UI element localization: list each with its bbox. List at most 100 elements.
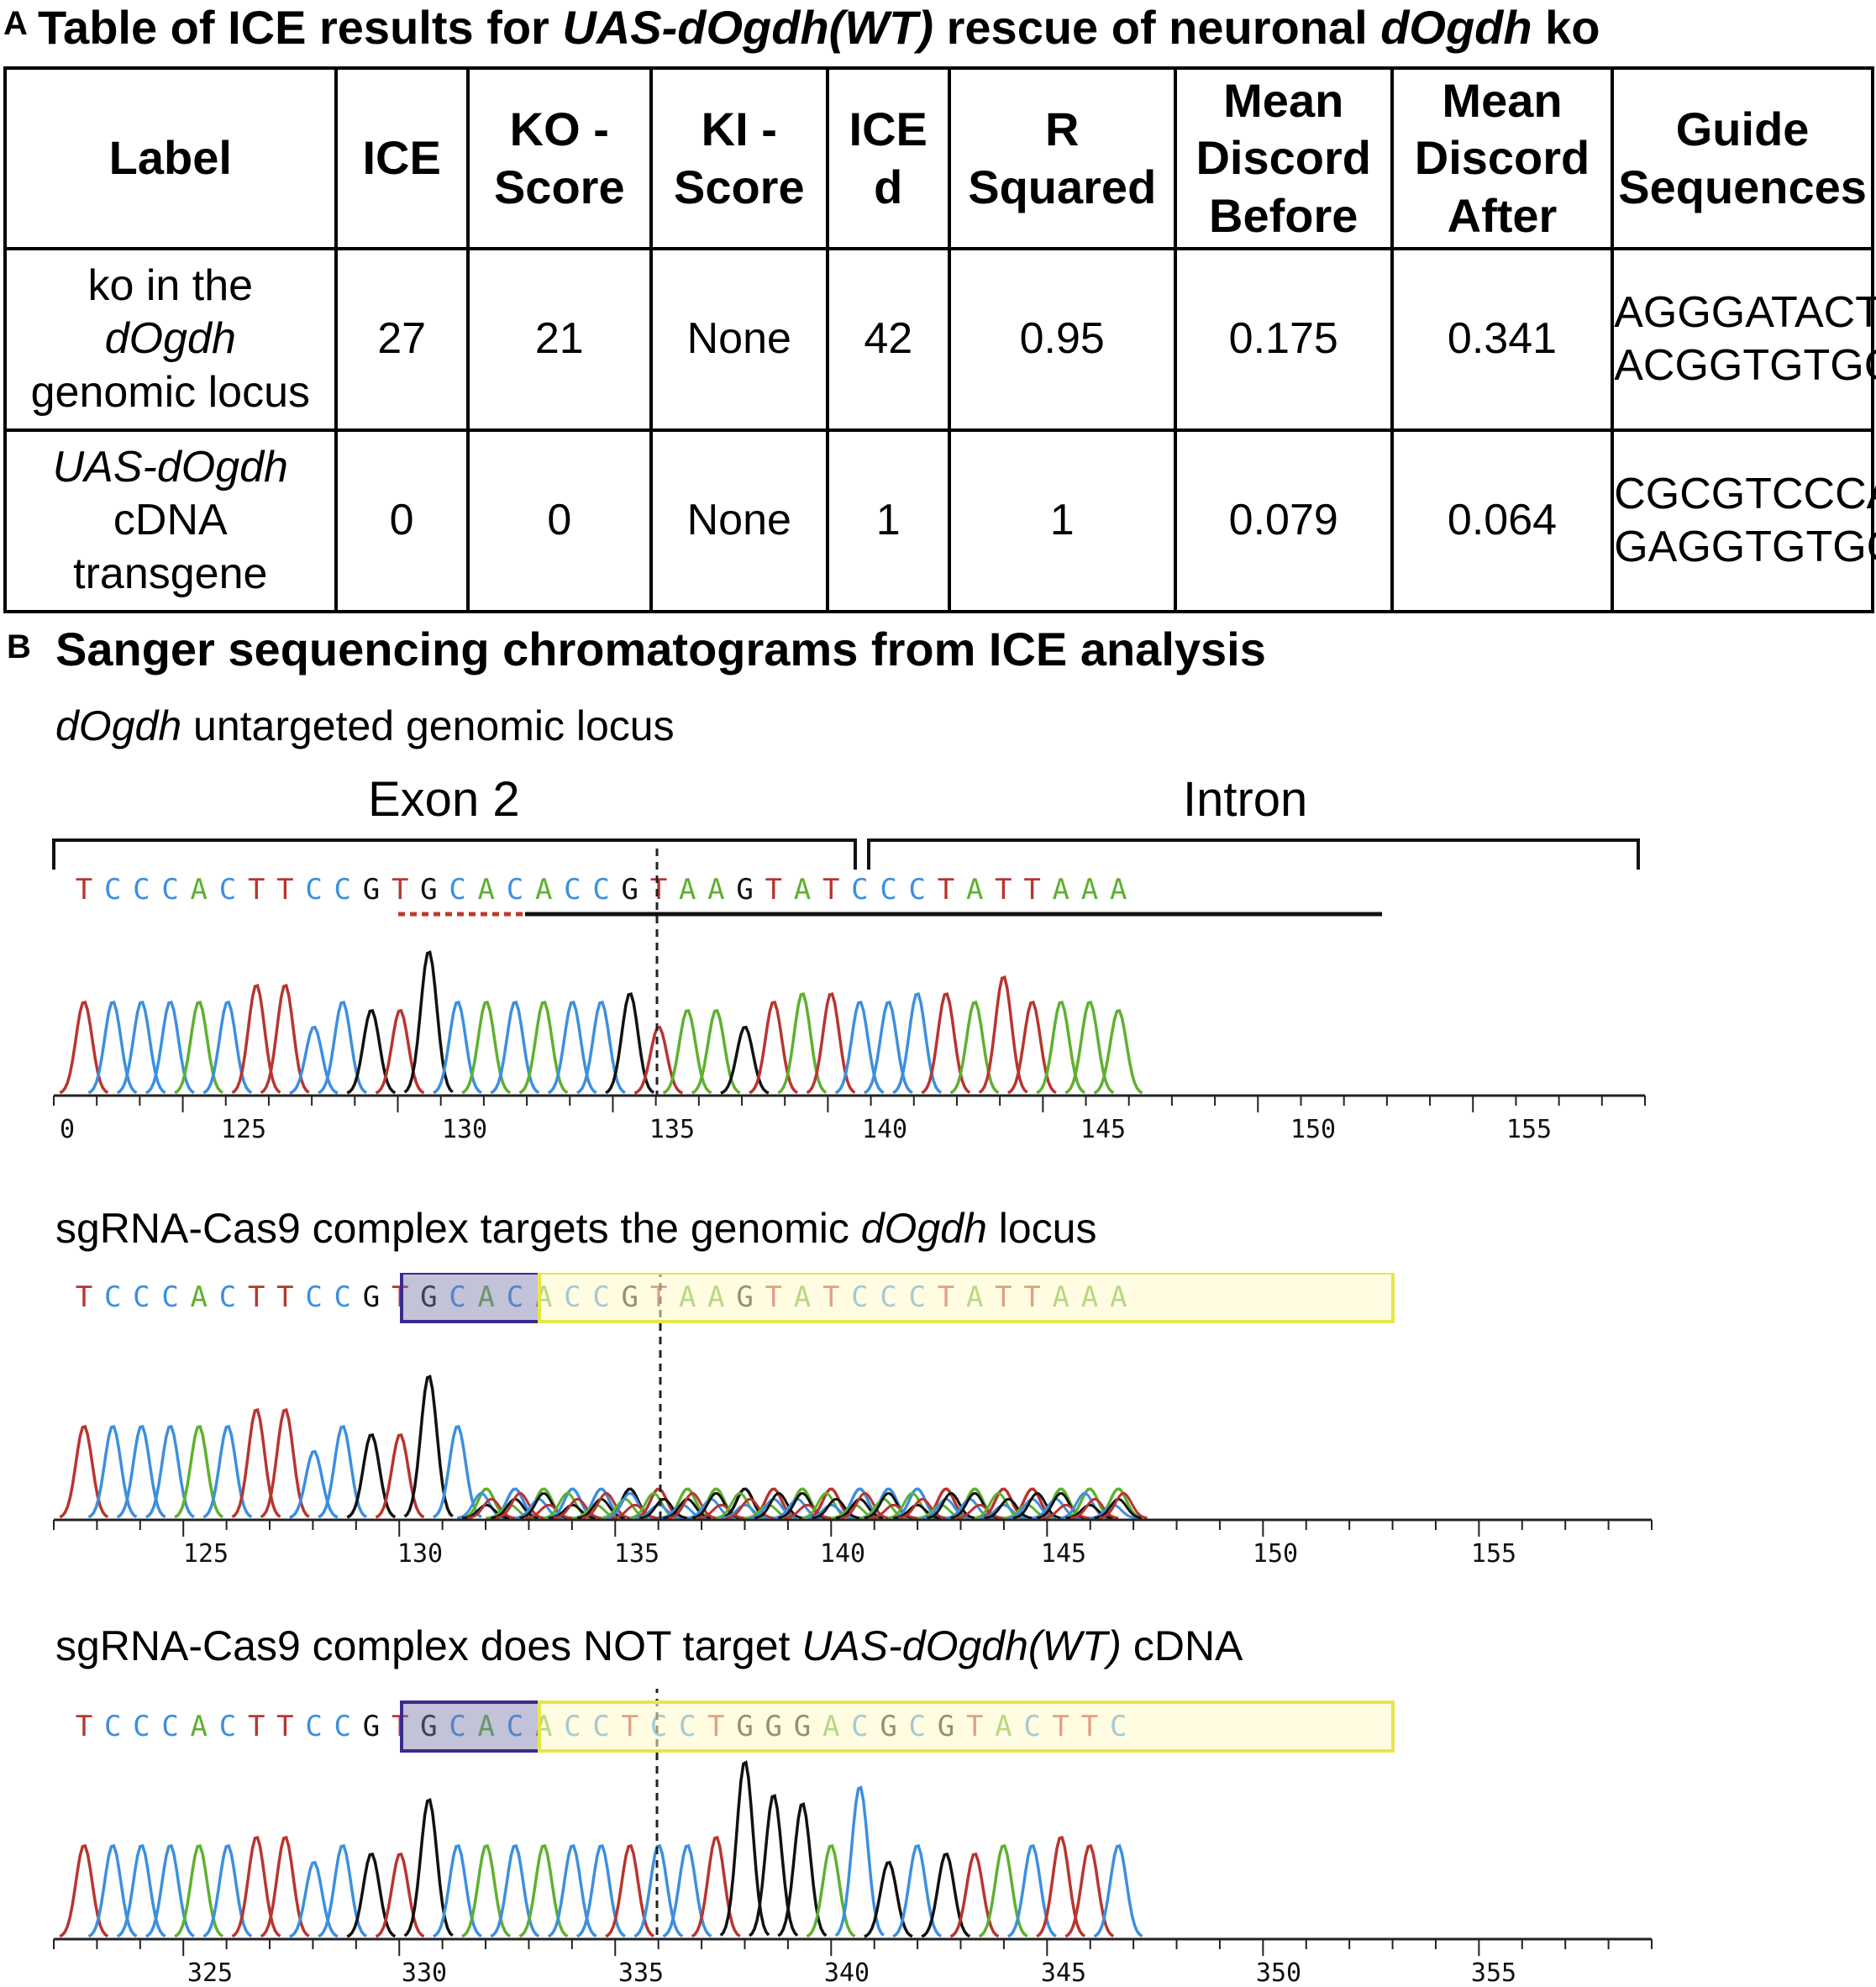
axis-tick-label: 335 xyxy=(618,1958,664,1987)
chromatogram-peak xyxy=(346,1852,397,1938)
base-call-letter: A xyxy=(794,873,811,907)
chromatogram-peak xyxy=(116,1000,166,1095)
region-label-intron: Intron xyxy=(1183,772,1308,827)
cell-guides: CGCGTCCCAGGAGGTGTGCA xyxy=(1611,428,1876,613)
axis-tick-label: 140 xyxy=(862,1115,907,1144)
panel-a-title-part: UAS-dOgdh(WT) xyxy=(562,1,934,54)
chromatogram-peak xyxy=(892,1843,943,1938)
chromatogram-peak xyxy=(375,1852,425,1938)
chromatogram-peak xyxy=(174,1424,224,1519)
panel-a-title-part: dOgdh xyxy=(1380,1,1532,54)
axis-tick-label: 150 xyxy=(1290,1115,1336,1144)
chromatogram-peak xyxy=(633,1843,684,1938)
chromatogram-peak xyxy=(490,1843,540,1938)
chromatogram-caption: sgRNA-Cas9 complex does NOT target UAS-d… xyxy=(55,1622,1243,1669)
chromatogram-peak xyxy=(725,1497,775,1520)
base-call-letter: C xyxy=(161,873,178,907)
chromatogram-peak xyxy=(466,1497,516,1520)
chromatogram-peak xyxy=(783,1503,832,1520)
chromatogram-peak xyxy=(145,1000,195,1095)
chromatogram-peak xyxy=(524,1503,573,1520)
base-call-letter: A xyxy=(707,873,724,907)
chromatogram-peak xyxy=(633,1025,684,1095)
header-ice-d: ICE d xyxy=(825,66,951,250)
chromatogram-peak xyxy=(1064,1000,1115,1095)
header-guide-sequences: Guide Sequences xyxy=(1611,66,1874,250)
chromatogram-peak xyxy=(289,1025,339,1095)
chromatogram-peak xyxy=(346,1008,397,1095)
base-call-letter: A xyxy=(966,873,983,907)
base-call-letter: C xyxy=(507,1710,523,1743)
cell-guides: AGGGATACTTACGGTGTGCA xyxy=(1611,247,1876,432)
chromatogram-peak xyxy=(547,1843,597,1938)
chromatogram-peak xyxy=(1064,1843,1115,1938)
chromatogram-peak xyxy=(87,1000,138,1095)
base-call-letter: T xyxy=(248,1280,265,1314)
chromatogram-caption: dOgdh untargeted genomic locus xyxy=(55,702,675,749)
chromatogram-peak xyxy=(116,1424,166,1519)
chromatogram-peak xyxy=(346,1432,397,1519)
chromatogram-peak xyxy=(59,1000,109,1095)
base-call-letter: G xyxy=(622,873,638,907)
chromatogram-peak xyxy=(145,1424,195,1519)
chromatogram-peak xyxy=(720,1025,770,1095)
base-call-letter: C xyxy=(449,873,465,907)
chromatogram-peak xyxy=(691,1008,741,1095)
axis-tick-label: 140 xyxy=(820,1539,865,1569)
chromatogram-peak xyxy=(202,1843,253,1938)
cell-ko-score: 0 xyxy=(465,428,653,613)
header-r-squared: R Squared xyxy=(947,66,1177,250)
base-call-letter: T xyxy=(938,873,954,907)
table-row: ko in the dOgdh genomic locus 27 21 None 4… xyxy=(3,247,1876,432)
header-label: Label xyxy=(3,66,338,250)
chromatogram-peak xyxy=(174,1000,224,1095)
base-call-letter: C xyxy=(851,873,868,907)
table-header-row: Label ICE KO - Score KI - Score ICE d R Squa… xyxy=(3,66,1874,250)
base-call-letter: C xyxy=(104,873,121,907)
base-call-letter: C xyxy=(133,1710,150,1743)
chromatogram-peak xyxy=(921,1852,971,1938)
chromatogram-peak xyxy=(949,1000,1000,1095)
base-call-letter: C xyxy=(104,1710,121,1743)
panel-b-letter: B xyxy=(7,628,31,665)
base-call-letter: C xyxy=(305,1280,322,1314)
chromatogram-peak xyxy=(116,1843,166,1938)
base-call-letter: C xyxy=(334,1710,351,1743)
ice-results-table: Label ICE KO - Score KI - Score ICE d R Squa… xyxy=(3,66,1876,613)
table-row: UAS-dOgdh cDNA transgene 0 0 None 1 1 0.07… xyxy=(3,428,1876,613)
chromatogram-peak xyxy=(318,1424,368,1519)
base-call-letter: A xyxy=(191,1280,208,1314)
chromatogram-peak xyxy=(202,1424,253,1519)
header-ki-score: KI - Score xyxy=(649,66,829,250)
base-call-letter: A xyxy=(679,873,696,907)
base-call-letter: T xyxy=(765,873,782,907)
axis-tick-label: 145 xyxy=(1080,1115,1126,1144)
chromatogram-peak xyxy=(59,1843,109,1938)
chromatogram-untargeted: T C C C A C T T C C G T G C A C A C C G T A A G T A T C C C T A T T A A A0 12… xyxy=(52,838,1646,1144)
axis-tick-label: 145 xyxy=(1041,1539,1086,1569)
chromatogram-peak xyxy=(231,1835,281,1938)
base-call-letter: A xyxy=(1053,873,1069,907)
chromatogram-peak xyxy=(984,1497,1033,1520)
cell-ice-d: 1 xyxy=(825,428,951,613)
base-call-letter: C xyxy=(334,873,351,907)
axis-tick-label: 125 xyxy=(183,1539,229,1569)
chromatogram-peak xyxy=(231,983,281,1095)
cell-discord-before: 0.175 xyxy=(1173,247,1394,432)
chromatogram-peak xyxy=(518,1843,569,1938)
base-call-letter: C xyxy=(305,873,322,907)
base-call-letter: A xyxy=(478,1280,495,1314)
base-call-letter: C xyxy=(592,873,609,907)
chromatogram-peak xyxy=(461,1843,512,1938)
chromatogram-peak xyxy=(575,1843,626,1938)
chromatogram-peak xyxy=(490,1000,540,1095)
axis-tick-label: 330 xyxy=(402,1958,447,1987)
base-call-letter: T xyxy=(76,873,92,907)
base-call-letter: T xyxy=(1023,873,1040,907)
cell-ice-d: 42 xyxy=(825,247,951,432)
cell-discord-after: 0.064 xyxy=(1390,428,1615,613)
base-call-letter: C xyxy=(909,873,926,907)
cell-ko-score: 21 xyxy=(465,247,653,432)
chromatogram-peak xyxy=(869,1503,918,1520)
axis-tick-label: 135 xyxy=(649,1115,695,1144)
